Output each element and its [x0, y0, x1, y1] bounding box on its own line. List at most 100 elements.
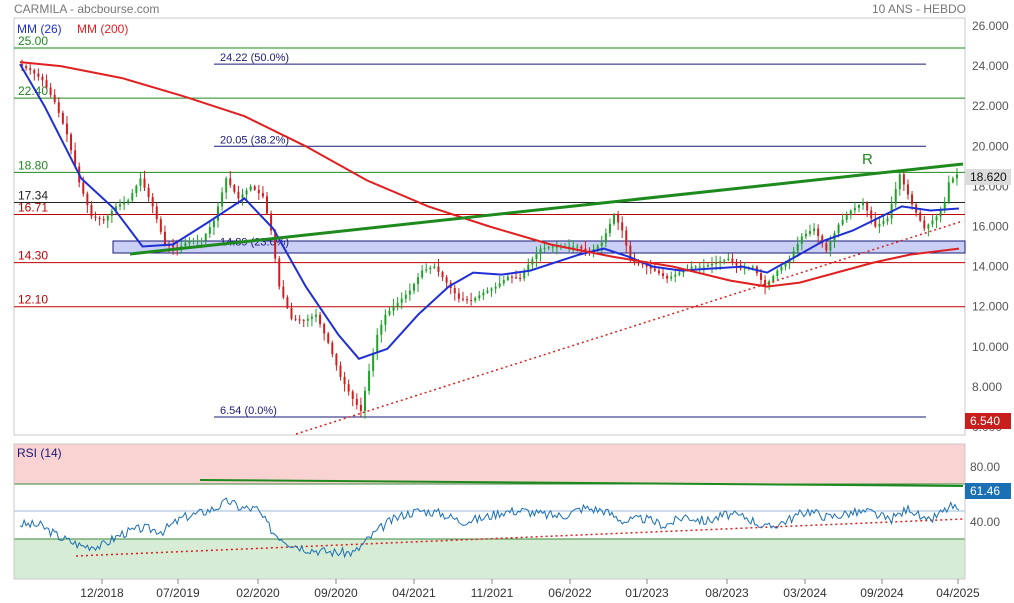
- x-tick-label-1: 07/2019: [156, 586, 200, 600]
- candle-body: [678, 272, 681, 275]
- candle-body: [527, 264, 530, 272]
- candle-body: [608, 223, 611, 234]
- candle-body: [261, 193, 264, 197]
- level-label-0: 25.00: [18, 34, 48, 48]
- y-tick-label-7: 12.000: [972, 300, 1009, 314]
- candle-body: [506, 276, 509, 280]
- candle-body: [657, 270, 660, 274]
- current-price-label: 18.620: [970, 170, 1007, 184]
- candle-body: [65, 123, 68, 135]
- rsi-oversold-zone: [14, 539, 965, 579]
- candle-body: [139, 178, 142, 186]
- legend-mm26: MM (26): [17, 22, 62, 36]
- candle-body: [21, 64, 24, 67]
- candle-body: [241, 194, 244, 199]
- candle-body: [408, 290, 411, 295]
- candle-body: [343, 376, 346, 385]
- candle-body: [711, 263, 714, 266]
- candle-body: [25, 66, 28, 69]
- candle-body: [70, 134, 73, 151]
- candle-body: [637, 261, 640, 264]
- candle-body: [800, 236, 803, 244]
- candle-body: [641, 263, 644, 265]
- rsi-value-badge: [965, 483, 1011, 499]
- candle-body: [645, 264, 648, 267]
- candle-body: [98, 217, 101, 220]
- candle-body: [376, 334, 379, 353]
- low-price-label: 6.540: [970, 414, 1000, 428]
- legend-mm200: MM (200): [77, 22, 128, 36]
- instrument-title: CARMILA - abcbourse.com: [14, 2, 160, 16]
- candle-body: [384, 314, 387, 325]
- candle-body: [808, 231, 811, 234]
- candle-body: [931, 220, 934, 225]
- candle-body: [225, 178, 228, 193]
- candle-body: [208, 227, 211, 234]
- candle-body: [417, 277, 420, 284]
- candle-body: [576, 246, 579, 248]
- candle-body: [702, 266, 705, 268]
- candle-body: [572, 246, 575, 248]
- candle-body: [396, 302, 399, 307]
- candle-body: [457, 293, 460, 299]
- candle-body: [470, 300, 473, 302]
- candle-body: [772, 275, 775, 282]
- candle-body: [200, 240, 203, 242]
- candle-body: [127, 200, 130, 203]
- candle-body: [29, 68, 32, 71]
- candle-body: [196, 240, 199, 242]
- candle-body: [159, 219, 162, 232]
- candle-body: [368, 370, 371, 391]
- rsi-value-label: 61.46: [970, 484, 1000, 498]
- candle-body: [372, 352, 375, 371]
- x-tick-label-3: 09/2020: [314, 586, 358, 600]
- candle-body: [441, 271, 444, 278]
- candle-body: [392, 306, 395, 311]
- rsi-title: RSI (14): [17, 446, 62, 460]
- candle-body: [221, 192, 224, 207]
- candle-body: [743, 267, 746, 269]
- candle-body: [821, 235, 824, 244]
- candle-body: [278, 258, 281, 287]
- candle-body: [163, 231, 166, 245]
- candle-body: [759, 273, 762, 280]
- candle-body: [253, 186, 256, 190]
- candle-body: [482, 292, 485, 296]
- candle-body: [33, 70, 36, 74]
- rsi-overbought-zone: [14, 444, 965, 484]
- candle-body: [698, 266, 701, 268]
- moving-average-mm26: [19, 63, 960, 360]
- candle-body: [478, 295, 481, 299]
- current-price-badge: [965, 169, 1011, 185]
- period-label: 10 ANS - HEBDO: [871, 2, 966, 16]
- x-tick-label-0: 12/2018: [80, 586, 124, 600]
- candle-body: [119, 204, 122, 207]
- level-label-3: 17.34: [18, 188, 48, 202]
- candle-body: [400, 298, 403, 303]
- candle-body: [531, 259, 534, 265]
- candle-body: [363, 390, 366, 411]
- candle-body: [355, 398, 358, 405]
- candle-body: [874, 218, 877, 227]
- candle-body: [898, 174, 901, 190]
- candle-body: [421, 270, 424, 278]
- candle-body: [298, 319, 301, 321]
- candle-body: [257, 189, 260, 194]
- level-label-6: 12.10: [18, 293, 48, 307]
- candle-body: [502, 279, 505, 284]
- candle-body: [882, 221, 885, 224]
- candle-body: [359, 404, 362, 411]
- candle-body: [290, 308, 293, 319]
- y-tick-label-6: 14.000: [972, 260, 1009, 274]
- candle-body: [319, 314, 322, 325]
- candle-body: [306, 318, 309, 321]
- candle-body: [706, 265, 709, 267]
- candle-body: [539, 248, 542, 254]
- y-tick-label-0: 26.000: [972, 19, 1009, 33]
- candle-body: [151, 197, 154, 207]
- candle-body: [110, 211, 113, 216]
- candle-body: [37, 73, 40, 77]
- candle-body: [862, 202, 865, 206]
- candle-body: [339, 365, 342, 377]
- candle-body: [233, 185, 236, 192]
